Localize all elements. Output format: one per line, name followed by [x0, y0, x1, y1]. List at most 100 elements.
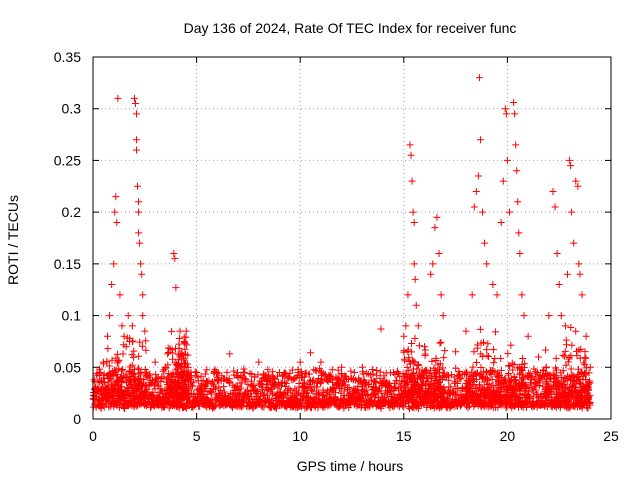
data-point [172, 284, 180, 292]
data-point [99, 358, 107, 366]
burst-point [581, 361, 589, 369]
burst-point [462, 371, 470, 379]
burst-point [408, 378, 416, 386]
data-point [433, 213, 441, 221]
burst-point [142, 381, 150, 389]
data-point [410, 260, 418, 268]
burst-point [126, 363, 134, 371]
y-tick-label: 0.15 [54, 256, 81, 272]
burst-point [484, 353, 492, 361]
baseline-point [364, 390, 372, 398]
burst-point [544, 371, 552, 379]
burst-point [168, 393, 176, 401]
burst-point [487, 371, 495, 379]
baseline-point [207, 389, 215, 397]
burst-point [510, 372, 518, 380]
data-point [557, 312, 565, 320]
burst-point [440, 354, 448, 362]
data-point [404, 291, 412, 299]
burst-point [164, 350, 172, 358]
data-point [131, 100, 139, 108]
baseline-point [391, 384, 399, 392]
data-point [524, 332, 532, 340]
burst-point [117, 383, 125, 391]
data-point [572, 177, 580, 185]
baseline-point [140, 376, 148, 384]
burst-point [491, 354, 499, 362]
data-point [170, 250, 178, 258]
baseline-point [232, 382, 240, 390]
burst-point [492, 391, 500, 399]
data-point [124, 312, 132, 320]
data-point [505, 208, 513, 216]
burst-point [559, 351, 567, 359]
burst-point [430, 385, 438, 393]
burst-point [581, 369, 589, 377]
baseline-point [236, 389, 244, 397]
burst-point [422, 368, 430, 376]
x-tick-label: 20 [500, 428, 516, 444]
ticks-layer: 0 0.05 0.1 0.15 0.2 0.25 0.3 0.35 0 5 10 15 20 25 [54, 49, 619, 444]
burst-point [432, 377, 440, 384]
burst-point [577, 380, 585, 388]
data-point [429, 260, 437, 268]
burst-point [420, 394, 428, 402]
burst-point [136, 378, 144, 386]
burst-point [172, 393, 180, 401]
burst-point [135, 352, 143, 360]
baseline-point [345, 383, 353, 391]
burst-point [580, 359, 588, 367]
burst-point [128, 383, 136, 391]
baseline-point [288, 366, 296, 374]
burst-point [128, 338, 136, 346]
data-point [106, 312, 114, 320]
burst-point [427, 381, 435, 389]
burst-point [128, 351, 136, 359]
data-point [514, 198, 522, 206]
burst-point [586, 392, 594, 400]
burst-point [183, 367, 191, 375]
data-point [113, 218, 121, 226]
burst-point [129, 383, 137, 391]
burst-point [465, 377, 473, 385]
burst-point [166, 389, 174, 397]
burst-point [543, 393, 551, 401]
burst-point [521, 360, 529, 368]
data-point [586, 363, 594, 371]
baseline-point [335, 403, 343, 411]
burst-point [174, 370, 182, 378]
plot-frame [92, 56, 612, 420]
burst-point [124, 385, 132, 393]
burst-point [130, 347, 138, 355]
burst-point [430, 393, 438, 401]
burst-point [566, 389, 574, 397]
data-point [472, 187, 480, 195]
burst-point [565, 353, 573, 361]
burst-point [492, 381, 500, 389]
burst-point [579, 372, 587, 380]
burst-point [504, 369, 512, 377]
baseline-point [304, 384, 312, 392]
baseline-point [369, 370, 377, 378]
burst-point [437, 338, 445, 346]
burst-point [508, 376, 516, 384]
burst-point [418, 372, 426, 380]
burst-point [423, 390, 431, 398]
burst-point [552, 354, 560, 362]
burst-point [182, 333, 190, 341]
baseline-point [191, 368, 199, 376]
burst-point [181, 345, 189, 353]
data-point [133, 136, 141, 144]
data-point [567, 162, 575, 170]
burst-point [561, 347, 569, 355]
burst-point [542, 346, 550, 354]
baseline-point [182, 404, 190, 412]
burst-point [183, 373, 191, 381]
burst-point [432, 356, 440, 364]
baseline-point [301, 379, 308, 387]
baseline-point [302, 389, 310, 397]
y-tick-label: 0.2 [62, 204, 82, 220]
burst-point [506, 362, 514, 370]
baseline-point [282, 379, 290, 387]
baseline-point [154, 373, 162, 381]
